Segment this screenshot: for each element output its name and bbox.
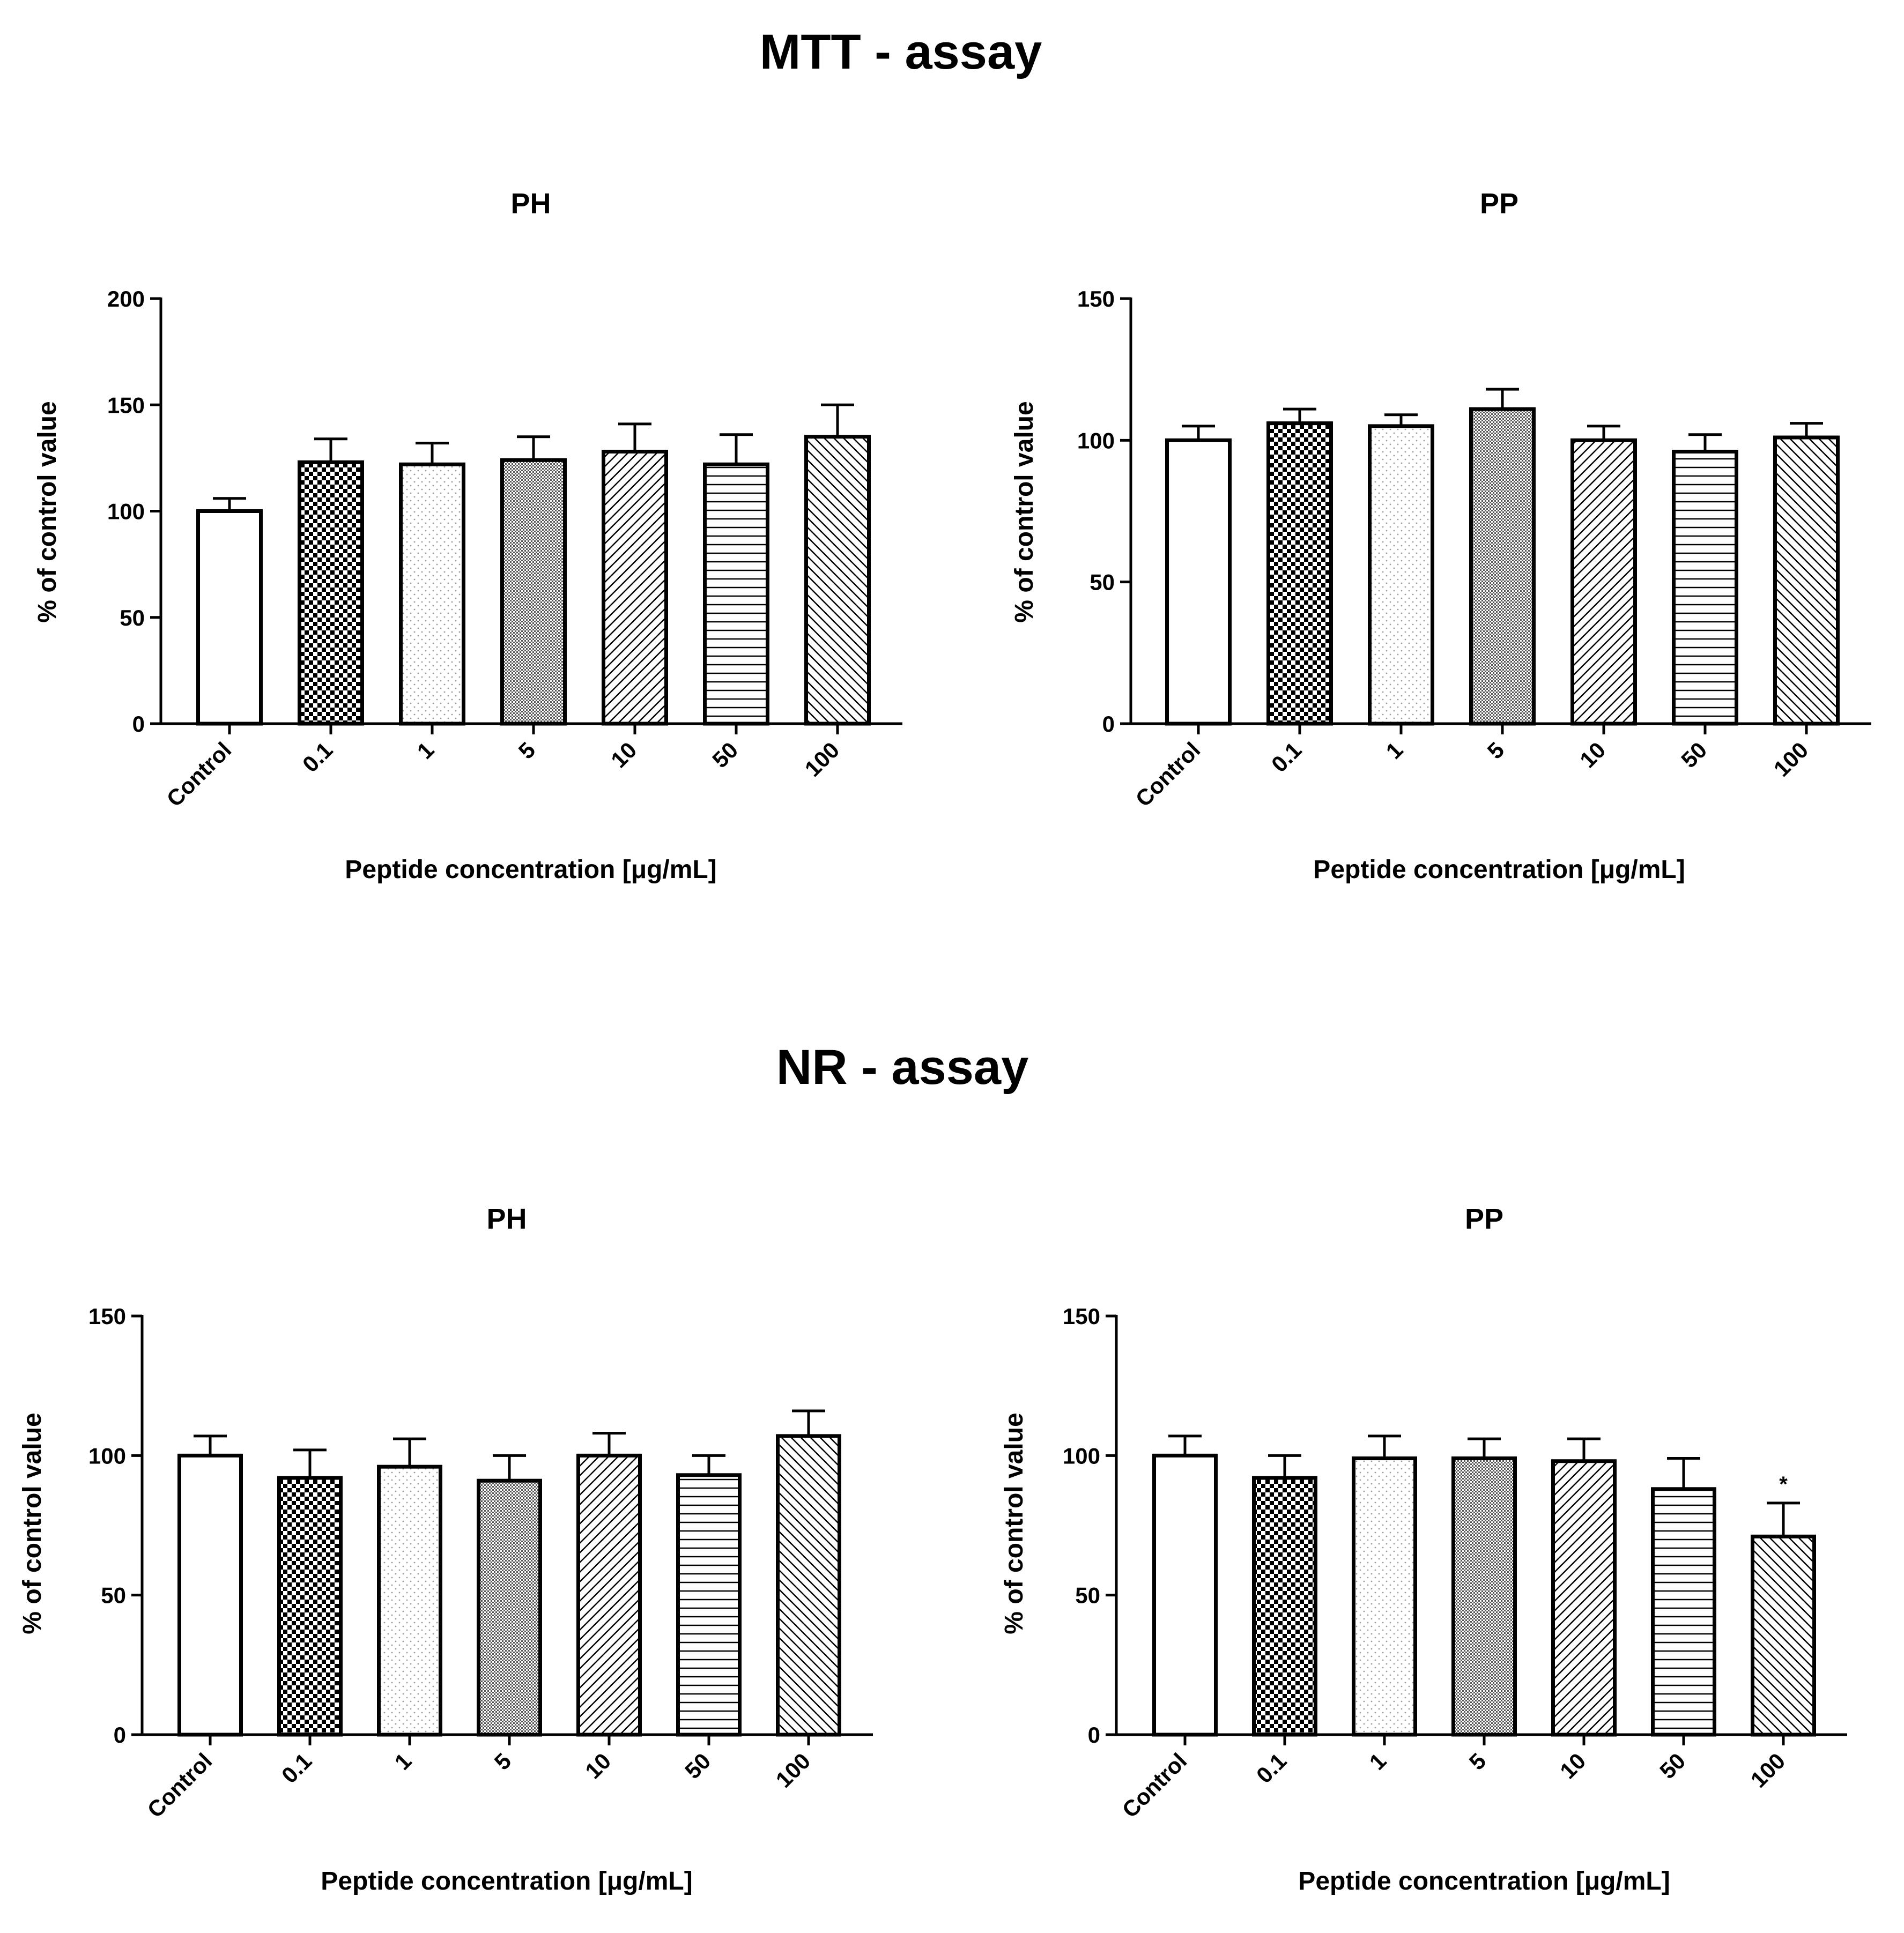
- x-tick-label: 1: [412, 737, 439, 764]
- chart-panel-1: PH % of control value Peptide concentratio…: [33, 188, 902, 884]
- y-tick-label: 0: [1088, 1722, 1100, 1748]
- x-tick-label: Control: [1117, 1748, 1192, 1823]
- bar-5: [1451, 1456, 1517, 1737]
- y-tick-label: 150: [1077, 286, 1115, 311]
- bar-5: [1469, 407, 1536, 726]
- y-tick-label: 100: [88, 1443, 126, 1468]
- bar-0.1: [277, 1476, 343, 1737]
- bar-100: [1751, 1534, 1816, 1737]
- x-tick-label: 10: [606, 737, 641, 772]
- bar-50: [676, 1473, 742, 1737]
- x-tick-label: 5: [514, 737, 540, 764]
- y-tick-label: 50: [1090, 570, 1115, 595]
- bar-5: [477, 1478, 542, 1737]
- bar-1: [1352, 1456, 1417, 1737]
- x-tick-label: 5: [1483, 737, 1509, 764]
- bar-Control: [1152, 1453, 1218, 1737]
- x-tick-label: 10: [580, 1748, 616, 1783]
- chart-title: PH: [486, 1203, 527, 1235]
- section-title-mtt: MTT - assay: [760, 25, 1042, 79]
- y-tick-label: 100: [1063, 1443, 1100, 1468]
- bar-10: [576, 1453, 642, 1737]
- x-tick-label: 100: [771, 1748, 816, 1793]
- x-tick-label: 0.1: [277, 1748, 317, 1788]
- y-tick-label: 50: [1075, 1583, 1100, 1608]
- y-tick-label: 50: [101, 1583, 126, 1608]
- x-tick-label: 1: [1365, 1748, 1391, 1775]
- bar-Control: [196, 509, 263, 726]
- y-tick-label: 150: [88, 1304, 126, 1329]
- significance-marker: *: [1779, 1473, 1788, 1496]
- bar-10: [602, 449, 668, 726]
- bar-0.1: [1266, 421, 1333, 726]
- x-tick-label: 0.1: [298, 737, 338, 777]
- x-tick-label: Control: [1131, 737, 1205, 812]
- x-axis-label: Peptide concentration [μg/mL]: [321, 1867, 692, 1895]
- chart-title: PH: [510, 188, 551, 220]
- chart-title: PP: [1480, 188, 1518, 220]
- y-axis-label: % of control value: [18, 1412, 47, 1634]
- x-tick-label: 1: [1381, 737, 1408, 764]
- x-tick-label: 5: [1464, 1748, 1491, 1775]
- y-tick-label: 50: [120, 605, 145, 630]
- bar-100: [804, 435, 871, 726]
- chart-title: PP: [1465, 1203, 1503, 1235]
- x-tick-label: Control: [162, 737, 236, 812]
- y-tick-label: 0: [132, 711, 145, 737]
- bar-50: [703, 462, 769, 726]
- chart-panel-2: PP % of control value Peptide concentratio…: [1010, 188, 1871, 884]
- y-tick-label: 0: [114, 1722, 126, 1748]
- bar-5: [500, 458, 567, 726]
- bar-1: [1368, 424, 1434, 726]
- chart-panel-3: PH % of control value Peptide concentratio…: [18, 1203, 873, 1895]
- x-tick-label: 1: [390, 1748, 417, 1775]
- y-axis-label: % of control value: [1000, 1412, 1028, 1634]
- y-tick-label: 200: [107, 286, 145, 311]
- bar-Control: [177, 1453, 243, 1737]
- bar-50: [1651, 1487, 1716, 1737]
- x-tick-label: 100: [1769, 737, 1813, 782]
- bar-10: [1570, 438, 1637, 726]
- y-tick-label: 100: [1077, 428, 1115, 453]
- bar-1: [377, 1464, 442, 1737]
- x-tick-label: Control: [143, 1748, 217, 1823]
- x-tick-label: 100: [1746, 1748, 1790, 1793]
- y-tick-label: 100: [107, 499, 145, 524]
- bar-0.1: [1252, 1476, 1317, 1737]
- y-axis-label: % of control value: [1010, 401, 1039, 622]
- x-tick-label: 10: [1575, 737, 1610, 772]
- chart-panel-4: PP % of control value Peptide concentratio…: [1000, 1203, 1847, 1895]
- bar-100: [776, 1434, 841, 1737]
- x-axis-label: Peptide concentration [μg/mL]: [1298, 1867, 1670, 1895]
- y-tick-label: 150: [107, 392, 145, 418]
- x-tick-label: 100: [800, 737, 844, 782]
- y-tick-label: 0: [1102, 711, 1115, 737]
- x-tick-label: 0.1: [1266, 737, 1307, 777]
- bar-50: [1672, 449, 1738, 726]
- x-axis-label: Peptide concentration [μg/mL]: [1313, 856, 1685, 884]
- bar-10: [1551, 1459, 1617, 1737]
- bar-0.1: [298, 460, 364, 726]
- x-tick-label: 50: [1655, 1748, 1690, 1783]
- y-tick-label: 150: [1063, 1304, 1100, 1329]
- x-tick-label: 50: [707, 737, 743, 772]
- x-tick-label: 10: [1555, 1748, 1590, 1783]
- x-tick-label: 0.1: [1251, 1748, 1292, 1788]
- bar-Control: [1165, 438, 1232, 726]
- y-axis-label: % of control value: [33, 401, 62, 622]
- x-tick-label: 5: [490, 1748, 516, 1775]
- x-tick-label: 50: [680, 1748, 715, 1783]
- x-axis-label: Peptide concentration [μg/mL]: [345, 856, 716, 884]
- x-tick-label: 50: [1676, 737, 1712, 772]
- section-title-nr: NR - assay: [776, 1040, 1028, 1095]
- bar-1: [399, 462, 465, 726]
- bar-100: [1773, 435, 1840, 726]
